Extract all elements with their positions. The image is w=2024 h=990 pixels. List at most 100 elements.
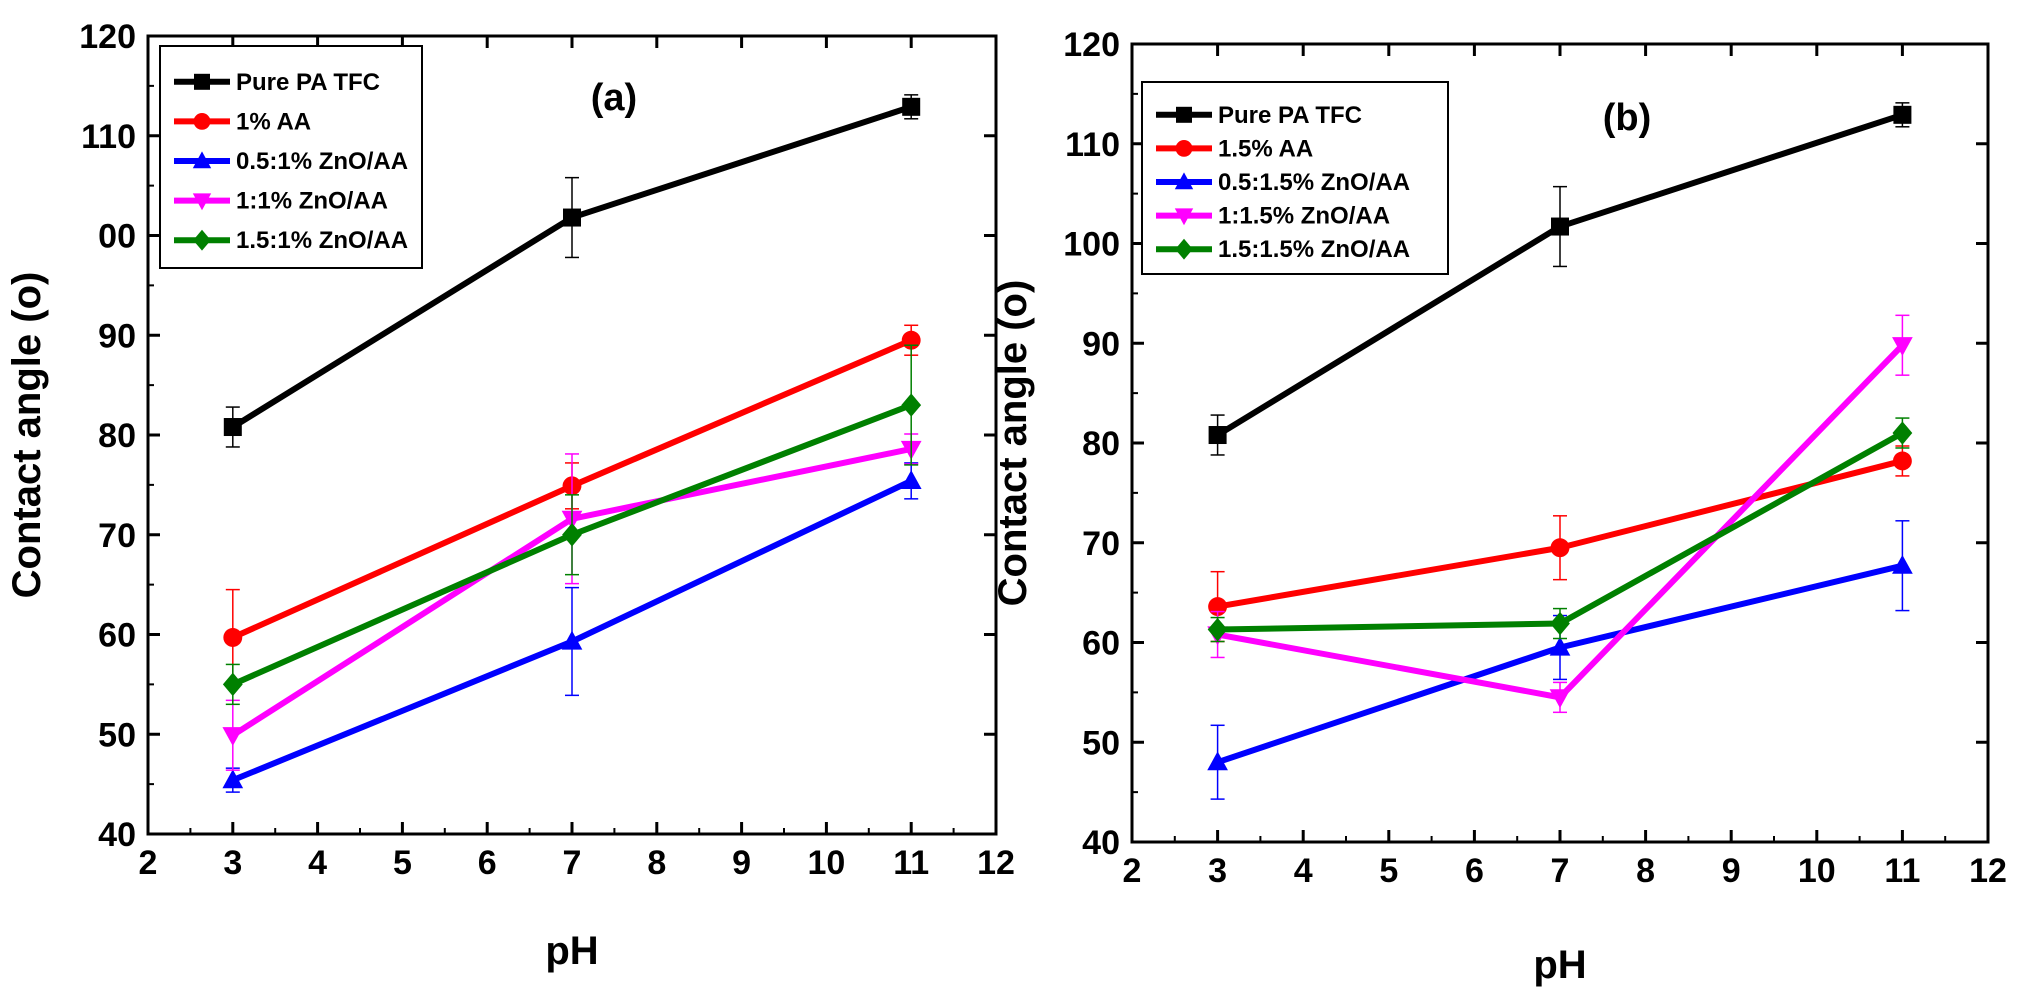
panel-b-x-tick-label: 8 xyxy=(1636,852,1655,890)
panel-a-legend-label: 0.5:1% ZnO/AA xyxy=(236,148,408,175)
panel-b-legend-label: 1.5:1.5% ZnO/AA xyxy=(1218,236,1410,263)
panel-a-series-0 xyxy=(223,94,921,448)
panel-b-y-tick-label: 110 xyxy=(1065,126,1120,164)
panel-b-data-point xyxy=(1208,426,1227,445)
panel-a-data-point xyxy=(562,523,582,547)
panel-a-y-tick-label: 120 xyxy=(79,18,136,56)
panel-b-legend: Pure PA TFC 1.5% AA 0.5:1.5% ZnO/AA 1:1.5% … xyxy=(1141,81,1449,275)
panel-b-data-point xyxy=(1893,105,1912,124)
panel-b-legend-label: 0.5:1.5% ZnO/AA xyxy=(1218,169,1410,196)
panel-b-x-tick-label: 7 xyxy=(1551,852,1570,890)
panel-a-legend-marker xyxy=(194,73,210,90)
panel-b-legend-label: 1:1.5% ZnO/AA xyxy=(1218,203,1390,230)
panel-b-legend-marker xyxy=(1174,208,1194,226)
panel-a-data-point xyxy=(902,97,921,116)
panel-a-y-tick-label: 60 xyxy=(98,617,136,655)
panel-a-x-tick-label: 5 xyxy=(393,844,412,882)
panel-a-x-tick-label: 11 xyxy=(893,844,929,882)
panel-b-legend-marker xyxy=(1176,106,1192,123)
panel-b-data-point xyxy=(1549,636,1571,656)
panel-a-series-2 xyxy=(222,462,922,793)
panel-b-legend-label: 1.5% AA xyxy=(1218,135,1313,162)
panel-a-y-tick-label: 90 xyxy=(98,317,136,355)
panel-a-x-tick-label: 12 xyxy=(977,844,1015,882)
panel-b-series-4 xyxy=(1207,417,1913,643)
panel-b-data-point xyxy=(1892,451,1912,471)
panel-b-legend-label: Pure PA TFC xyxy=(1218,102,1362,129)
panel-a-x-tick-label: 7 xyxy=(563,844,582,882)
panel-b-legend-marker xyxy=(1175,238,1193,260)
panel-b-data-point xyxy=(1550,611,1570,636)
panel-a-data-point xyxy=(223,418,242,437)
panel-a-x-tick-label: 9 xyxy=(732,844,751,882)
panel-b-y-tick-label: 100 xyxy=(1063,226,1120,264)
panel-b-y-tick-label: 120 xyxy=(1063,26,1120,64)
panel-a-series-4 xyxy=(222,344,922,706)
panel-a-x-tick-label: 10 xyxy=(807,844,845,882)
panel-a-y-tick-label: 50 xyxy=(98,716,136,754)
panel-b-y-tick-label: 70 xyxy=(1082,525,1120,563)
panel-a-x-tick-label: 4 xyxy=(308,844,327,882)
panel-a-data-point xyxy=(223,628,243,647)
panel-a-x-tick-label: 3 xyxy=(223,844,242,882)
panel-b-data-point xyxy=(1550,538,1570,558)
panel-a-legend-label: 1.5:1% ZnO/AA xyxy=(236,227,408,254)
panel-b-x-tick-label: 3 xyxy=(1208,852,1227,890)
panel-b-data-point xyxy=(1892,421,1913,445)
panel-b-data-point xyxy=(1892,554,1913,574)
panel-b-y-tick-label: 80 xyxy=(1082,425,1120,463)
panel-b-y-tick-label: 50 xyxy=(1082,724,1120,762)
panel-a-y-tick-label: 80 xyxy=(98,417,136,455)
panel-a-y-tick-label: 70 xyxy=(98,517,136,555)
panel-a-data-point xyxy=(222,769,244,789)
panel-b-x-tick-label: 4 xyxy=(1294,852,1313,890)
panel-a-legend-label: 1% AA xyxy=(236,108,311,135)
panel-b-x-tick-label: 10 xyxy=(1798,852,1836,890)
panel-a-data-point xyxy=(561,630,583,650)
panel-a-y-tick-label: 40 xyxy=(98,816,136,854)
panel-b-data-point xyxy=(1892,337,1913,357)
panel-b-y-tick-label: 60 xyxy=(1082,625,1120,663)
panel-a-data-point xyxy=(900,470,922,489)
panel-a-data-point xyxy=(222,727,244,747)
panel-a-x-axis-label: pH xyxy=(545,929,598,973)
panel-a-data-point xyxy=(901,393,922,417)
panel-b-x-tick-label: 5 xyxy=(1379,852,1398,890)
panel-b-chart: 2 3 4 5 6 7 8 9 10 11 12 40 50 60 70 80 90 100 110 120 pH Con… xyxy=(991,26,2007,987)
panel-b-panel-label: (b) xyxy=(1603,97,1652,139)
panel-a-data-point xyxy=(222,672,243,697)
panel-a-legend-marker xyxy=(193,113,211,130)
panel-a-data-point xyxy=(563,208,581,227)
panel-a-chart: 2 3 4 5 6 7 8 9 10 11 12 40 50 60 70 80 90 00 110 120 pH Cont… xyxy=(5,18,1015,973)
panel-a-legend-label: Pure PA TFC xyxy=(236,69,380,96)
panel-b-x-tick-label: 11 xyxy=(1884,852,1920,890)
panel-b-x-tick-label: 2 xyxy=(1123,852,1142,890)
panel-a-x-tick-label: 8 xyxy=(647,844,666,882)
panel-a-legend-label: 1:1% ZnO/AA xyxy=(236,188,388,215)
panel-b-y-axis-label: Contact angle (o) xyxy=(991,280,1035,607)
panel-b-series-0 xyxy=(1208,102,1912,456)
panel-b-data-point xyxy=(1207,751,1228,771)
panel-b-legend-marker xyxy=(1175,140,1193,157)
panel-a-y-tick-label: 110 xyxy=(81,118,136,156)
panel-a-panel-label: (a) xyxy=(591,77,637,119)
panel-a-x-tick-label: 2 xyxy=(139,844,158,882)
panel-b-y-tick-label: 90 xyxy=(1082,325,1120,363)
panel-a-x-tick-label: 6 xyxy=(478,844,497,882)
panel-b-data-point xyxy=(1549,689,1571,709)
panel-b-data-point xyxy=(1551,217,1569,236)
panel-b-x-axis-label: pH xyxy=(1533,943,1586,987)
panel-a-legend: Pure PA TFC 1% AA 0.5:1% ZnO/AA 1:1% ZnO/AA… xyxy=(159,45,423,269)
panel-a-legend-marker xyxy=(192,193,212,211)
panel-b-y-tick-label: 40 xyxy=(1082,824,1120,862)
panel-b-legend-marker xyxy=(1174,172,1194,190)
panel-b-data-point xyxy=(1207,617,1228,642)
panel-a-y-tick-label: 00 xyxy=(98,218,136,256)
panel-a-legend-marker xyxy=(193,229,211,251)
panel-a-y-axis-label: Contact angle (o) xyxy=(5,272,49,599)
panel-b-x-tick-label: 12 xyxy=(1969,852,2007,890)
panel-b-x-tick-label: 9 xyxy=(1722,852,1741,890)
panel-a-legend-marker xyxy=(192,151,212,169)
panel-b-series-2 xyxy=(1207,520,1913,800)
